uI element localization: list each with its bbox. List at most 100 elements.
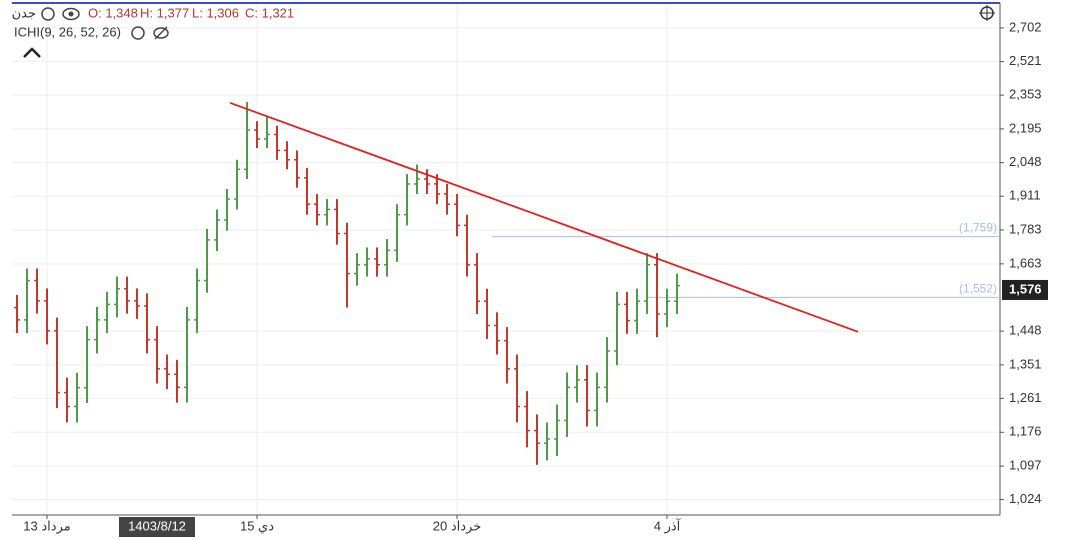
- ohlc-bar: [514, 354, 520, 423]
- ohlc-bar: [314, 193, 320, 226]
- ohlc-close: C: 1,321: [245, 5, 294, 20]
- last-price-label: 1,576: [1009, 281, 1042, 296]
- indicator-label: ICHI(9, 26, 52, 26): [14, 24, 121, 39]
- ohlc-bar: [234, 159, 240, 210]
- y-tick-label: 1,448: [1009, 323, 1042, 338]
- ohlc-bar: [74, 372, 80, 423]
- crosshair-icon[interactable]: [979, 5, 995, 21]
- ohlc-bar: [674, 273, 680, 314]
- ohlc-bar: [594, 372, 600, 427]
- ohlc-bar: [444, 183, 450, 215]
- ohlc-bar: [394, 204, 400, 262]
- y-tick-label: 2,048: [1009, 154, 1042, 169]
- y-tick-label: 2,702: [1009, 19, 1042, 34]
- trendline: [229, 101, 859, 333]
- ohlc-bar: [244, 101, 250, 180]
- ohlc-bar: [94, 306, 100, 354]
- ohlc-bar: [114, 276, 120, 318]
- ohlc-bar: [424, 169, 430, 194]
- level-label: (1,759): [959, 221, 997, 235]
- ohlc-bar: [164, 354, 170, 390]
- ohlc-bar: [224, 188, 230, 231]
- ohlc-bar: [454, 193, 460, 237]
- ohlc-bar: [634, 288, 640, 334]
- ohlc-bar: [534, 414, 540, 465]
- ohlc-bar: [24, 268, 30, 334]
- ohlc-low: L: 1,306: [192, 5, 239, 20]
- ohlc-bar: [624, 291, 630, 334]
- x-tick-label: 15 دي: [240, 518, 274, 533]
- eye-icon[interactable]: [62, 7, 80, 21]
- ohlc-bar: [584, 365, 590, 427]
- ohlc-bar: [654, 253, 660, 338]
- ohlc-bar: [304, 168, 310, 215]
- last-price-box: [1002, 279, 1048, 300]
- ohlc-bar: [404, 174, 410, 226]
- ohlc-bar: [384, 239, 390, 277]
- ohlc-bar: [334, 199, 340, 245]
- ohlc-bar: [274, 125, 280, 160]
- y-tick-label: 1,097: [1009, 458, 1042, 473]
- ohlc-bar: [544, 422, 550, 461]
- y-tick-label: 1,024: [1009, 491, 1042, 506]
- ohlc-bar: [324, 199, 330, 226]
- ohlc-bar: [194, 268, 200, 334]
- y-tick-label: 1,783: [1009, 221, 1042, 236]
- ohlc-bar: [604, 337, 610, 403]
- ohlc-bar: [44, 288, 50, 345]
- ohlc-bar: [644, 253, 650, 314]
- symbol: جدن: [12, 5, 36, 20]
- ohlc-bar: [614, 291, 620, 366]
- y-tick-label: 1,911: [1009, 188, 1041, 203]
- ohlc-bar: [204, 228, 210, 293]
- y-tick-label: 1,261: [1009, 390, 1042, 405]
- indicator-hide[interactable]: [153, 26, 169, 40]
- indicator-settings[interactable]: [131, 26, 145, 40]
- settings-icon[interactable]: [41, 7, 55, 21]
- ohlc-bar: [254, 121, 260, 149]
- ohlc-bar: [374, 247, 380, 277]
- ohlc-bar: [564, 372, 570, 437]
- ohlc-bar: [474, 253, 480, 314]
- ohlc-bar: [664, 288, 670, 328]
- x-tick-label: 20 خرداد: [433, 518, 481, 534]
- crosshair-label-box: [119, 517, 195, 537]
- ohlc-bar: [104, 291, 110, 334]
- ohlc-bar: [184, 306, 190, 403]
- ohlc-bar: [354, 253, 360, 286]
- y-tick-label: 2,195: [1009, 120, 1042, 135]
- y-tick-label: 2,521: [1009, 53, 1042, 68]
- ohlc-bar: [34, 268, 40, 314]
- ohlc-bar: [174, 359, 180, 403]
- ohlc-bar: [54, 317, 60, 409]
- ohlc-bar: [344, 222, 350, 308]
- ohlc-bar: [464, 214, 470, 277]
- ohlc-bar: [494, 312, 500, 355]
- ohlc-bar: [84, 326, 90, 404]
- ohlc-bar: [154, 326, 160, 384]
- collapse-icon[interactable]: [23, 47, 41, 58]
- ohlc-bar: [484, 288, 490, 339]
- x-tick-label: 13 مرداد: [23, 518, 70, 534]
- level-label: (1,552): [959, 282, 997, 296]
- ohlc-bar: [14, 294, 20, 334]
- x-tick-label: 4 آذر: [654, 517, 682, 534]
- ohlc-bar: [574, 365, 580, 403]
- ohlc-open: O: 1,348: [88, 5, 138, 20]
- ohlc-bar: [144, 293, 150, 354]
- ohlc-bar: [64, 377, 70, 423]
- crosshair-label: 1403/8/12: [128, 518, 186, 533]
- ohlc-bar: [504, 327, 510, 384]
- y-tick-label: 1,176: [1009, 424, 1042, 439]
- ohlc-bar: [214, 209, 220, 252]
- y-tick-label: 2,353: [1009, 87, 1042, 102]
- y-tick-label: 1,351: [1009, 356, 1042, 371]
- ohlc-bar: [364, 247, 370, 277]
- ohlc-bar: [134, 288, 140, 319]
- ohlc-bar: [264, 116, 270, 149]
- ohlc-bar: [124, 276, 130, 314]
- y-tick-label: 1,663: [1009, 255, 1042, 270]
- ohlc-bar: [294, 150, 300, 188]
- ohlc-bar: [284, 141, 290, 170]
